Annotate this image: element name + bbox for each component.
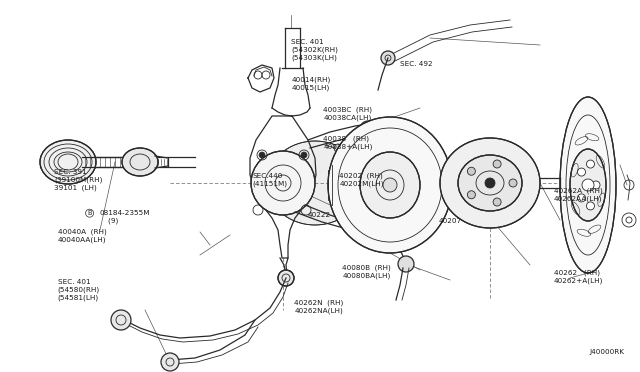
Ellipse shape — [267, 141, 363, 225]
Text: SEC.440
(41151M): SEC.440 (41151M) — [253, 173, 288, 187]
Circle shape — [365, 224, 379, 238]
Circle shape — [467, 167, 476, 175]
Circle shape — [259, 152, 265, 158]
Text: 40262A  (RH)
40262AA(LH): 40262A (RH) 40262AA(LH) — [554, 188, 602, 202]
Circle shape — [586, 160, 595, 168]
Circle shape — [334, 144, 342, 152]
Text: 40040A  (RH)
40040AA(LH): 40040A (RH) 40040AA(LH) — [58, 229, 106, 243]
Circle shape — [251, 151, 315, 215]
Circle shape — [586, 202, 595, 210]
Ellipse shape — [560, 97, 616, 273]
Ellipse shape — [458, 155, 522, 211]
Ellipse shape — [360, 152, 420, 218]
Text: 40262N  (RH)
40262NA(LH): 40262N (RH) 40262NA(LH) — [294, 299, 344, 314]
Circle shape — [381, 51, 395, 65]
Text: SEC. 401
(54580(RH)
(54581(LH): SEC. 401 (54580(RH) (54581(LH) — [58, 279, 100, 301]
Circle shape — [592, 181, 600, 189]
Text: 08184-2355M
    (9): 08184-2355M (9) — [99, 210, 150, 224]
Circle shape — [467, 191, 476, 199]
Text: 4003BC  (RH)
40038CA(LH): 4003BC (RH) 40038CA(LH) — [323, 106, 372, 121]
Circle shape — [301, 152, 307, 158]
Text: 40207: 40207 — [438, 218, 461, 224]
Ellipse shape — [440, 138, 540, 228]
Circle shape — [577, 194, 586, 202]
Circle shape — [485, 178, 495, 188]
Ellipse shape — [328, 117, 452, 253]
Circle shape — [383, 178, 397, 192]
Text: 40202  (RH)
40202M(LH): 40202 (RH) 40202M(LH) — [339, 173, 384, 187]
Circle shape — [360, 121, 376, 137]
Circle shape — [111, 310, 131, 330]
Text: 40262   (RH)
40262+A(LH): 40262 (RH) 40262+A(LH) — [554, 270, 603, 284]
Circle shape — [278, 270, 294, 286]
Circle shape — [509, 179, 517, 187]
Ellipse shape — [40, 140, 96, 184]
Circle shape — [493, 198, 501, 206]
Text: SEC. 391
(39100M(RH)
39101  (LH): SEC. 391 (39100M(RH) 39101 (LH) — [54, 169, 103, 191]
Circle shape — [582, 179, 594, 191]
Circle shape — [161, 353, 179, 371]
Circle shape — [577, 168, 586, 176]
Ellipse shape — [570, 149, 606, 221]
Ellipse shape — [122, 148, 158, 176]
Circle shape — [493, 160, 501, 168]
Text: 40038   (RH)
40038+A(LH): 40038 (RH) 40038+A(LH) — [323, 136, 372, 150]
Text: SEC. 401
(54302K(RH)
(54303K(LH): SEC. 401 (54302K(RH) (54303K(LH) — [291, 39, 338, 61]
Text: 40080B  (RH)
40080BA(LH): 40080B (RH) 40080BA(LH) — [342, 264, 391, 279]
Text: 40222: 40222 — [307, 212, 330, 218]
Text: SEC. 492: SEC. 492 — [400, 61, 433, 67]
Text: J40000RK: J40000RK — [589, 349, 624, 355]
Text: B: B — [87, 210, 92, 216]
Text: 40014(RH)
40015(LH): 40014(RH) 40015(LH) — [291, 76, 330, 91]
Circle shape — [398, 256, 414, 272]
